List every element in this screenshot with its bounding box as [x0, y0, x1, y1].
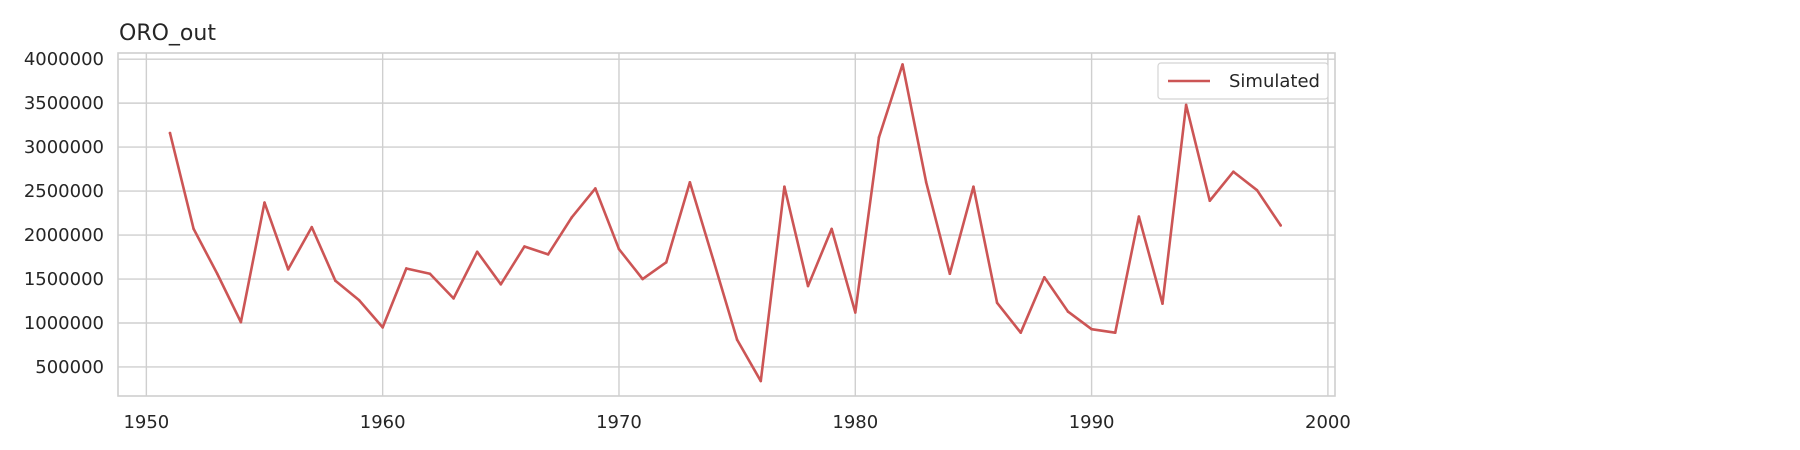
x-tick-label: 1990	[1069, 412, 1115, 433]
data-point	[995, 301, 999, 305]
data-point	[310, 225, 314, 229]
x-tick-label: 2000	[1305, 412, 1351, 433]
plot-frame	[117, 52, 1336, 397]
data-point	[783, 185, 786, 188]
chart-title: ORO_out	[119, 21, 216, 46]
y-tick-label: 3000000	[24, 137, 104, 158]
series-line-simulated	[168, 63, 1282, 383]
data-point	[428, 272, 432, 276]
grid-layer	[118, 53, 1335, 396]
data-point	[972, 185, 975, 188]
data-point	[948, 272, 952, 276]
y-tick-label: 4000000	[24, 49, 104, 70]
y-tick-label: 2500000	[24, 181, 104, 202]
x-tick-label: 1980	[832, 412, 878, 433]
data-point	[688, 180, 692, 184]
data-point	[877, 136, 881, 139]
legend-label-simulated: Simulated	[1229, 71, 1320, 92]
y-tick-label: 1000000	[24, 313, 104, 334]
data-point	[924, 180, 928, 184]
data-point	[735, 338, 739, 342]
data-point	[830, 227, 833, 231]
data-point	[452, 297, 455, 300]
data-point	[1255, 188, 1259, 192]
data-point	[499, 283, 503, 286]
data-point	[357, 298, 361, 302]
data-point	[168, 131, 172, 135]
data-point	[263, 201, 266, 204]
data-point	[192, 227, 195, 231]
data-point	[334, 279, 337, 283]
data-point	[286, 268, 290, 271]
series-layer	[168, 63, 1282, 383]
data-point	[1019, 331, 1023, 334]
data-point	[405, 267, 408, 270]
data-point	[641, 277, 644, 281]
data-point	[1208, 199, 1212, 203]
data-point	[853, 311, 857, 314]
data-point	[215, 272, 219, 276]
data-point	[546, 253, 550, 256]
data-point	[901, 63, 904, 66]
data-point	[664, 261, 668, 264]
data-point	[1113, 331, 1117, 334]
tick-layer: 1950 1960 1970 1980 1990 2000 500000 1000000 150…	[24, 49, 1351, 433]
data-point	[1043, 275, 1046, 279]
y-tick-label: 2000000	[24, 225, 104, 246]
legend-box	[1157, 62, 1329, 100]
data-point	[1161, 302, 1164, 305]
y-tick-label: 3500000	[24, 93, 104, 114]
data-point	[1066, 310, 1070, 313]
data-point	[381, 326, 384, 329]
data-point	[617, 247, 621, 251]
data-point	[570, 216, 574, 219]
data-point	[523, 245, 526, 248]
data-point	[594, 187, 597, 190]
data-point	[475, 250, 479, 254]
x-tick-label: 1950	[123, 412, 169, 433]
x-tick-label: 1970	[596, 412, 642, 433]
data-point	[806, 284, 810, 288]
data-point	[712, 259, 715, 262]
data-point	[1279, 224, 1282, 227]
legend: Simulated	[1157, 62, 1329, 100]
data-point	[1184, 103, 1188, 107]
data-point	[759, 379, 763, 383]
data-point	[239, 320, 243, 324]
data-point	[1090, 327, 1093, 331]
y-tick-label: 1500000	[24, 269, 104, 290]
x-tick-label: 1960	[360, 412, 406, 433]
data-point	[1232, 170, 1235, 174]
y-tick-label: 500000	[35, 357, 104, 378]
data-point	[1137, 215, 1141, 218]
